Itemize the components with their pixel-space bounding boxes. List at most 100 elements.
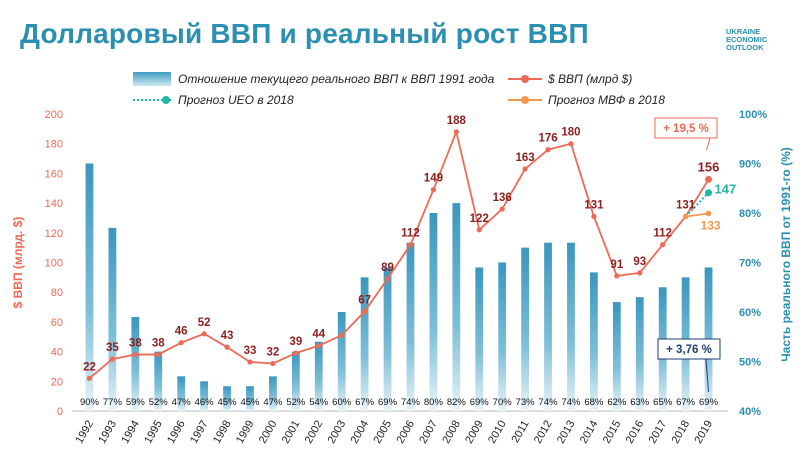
gdp-label: 67 bbox=[358, 295, 371, 307]
annotations-layer: + 19,5 % + 3,76 % bbox=[654, 117, 721, 393]
right-tick-label: 90% bbox=[739, 159, 761, 171]
bar-2002 bbox=[314, 341, 323, 411]
x-tick-label: 2009 bbox=[463, 419, 486, 446]
bar-value-label: 70% bbox=[493, 397, 513, 408]
gdp-label: 38 bbox=[129, 338, 142, 350]
x-tick-label: 2018 bbox=[670, 419, 693, 446]
x-tick-label: 2002 bbox=[303, 419, 326, 446]
right-tick-label: 50% bbox=[739, 357, 761, 369]
bar-value-label: 65% bbox=[653, 397, 673, 408]
logo-line-1: UKRAINE bbox=[726, 27, 761, 36]
x-tick-label: 1993 bbox=[96, 419, 119, 446]
bar-2012 bbox=[544, 242, 552, 411]
x-tick-label: 2016 bbox=[624, 419, 647, 446]
bar-1995 bbox=[154, 351, 163, 411]
gdp-label: 35 bbox=[106, 342, 119, 354]
right-tick-label: 80% bbox=[739, 208, 761, 220]
bar-2014 bbox=[589, 272, 598, 411]
bar-value-label: 74% bbox=[401, 397, 421, 408]
lines-layer bbox=[86, 128, 713, 381]
bar-value-label: 45% bbox=[240, 397, 260, 408]
gdp-label: 188 bbox=[447, 115, 467, 127]
gdp-label: 43 bbox=[221, 330, 234, 342]
bar-value-label: 69% bbox=[470, 397, 490, 408]
gdp-label: 22 bbox=[83, 361, 96, 373]
gdp-point-1995 bbox=[155, 351, 161, 358]
gdp-point-2000 bbox=[270, 360, 276, 367]
gdp-point-2007 bbox=[430, 187, 436, 193]
left-tick-label: 100 bbox=[45, 258, 63, 270]
gdp-label: 156 bbox=[698, 159, 720, 174]
gdp-point-2003 bbox=[339, 332, 345, 338]
right-tick-label: 40% bbox=[739, 406, 761, 418]
bar-value-label: 45% bbox=[218, 397, 238, 408]
bar-value-label: 69% bbox=[378, 397, 398, 408]
gdp-label: 44 bbox=[312, 329, 325, 341]
bar-1999 bbox=[246, 386, 254, 411]
left-tick-label: 140 bbox=[45, 198, 63, 210]
gdp-label: 32 bbox=[266, 346, 279, 358]
gdp-point-1999 bbox=[247, 359, 253, 365]
gdp-label: 163 bbox=[516, 152, 535, 164]
labels-layer: 90% 77% 59% 52% 47% 46% 45% 45% 47% 52% 54% 60% 67% 6… bbox=[80, 115, 736, 408]
gdp-point-1998 bbox=[224, 344, 230, 350]
right-axis-title: Часть реального ВВП от 1991-го (%) bbox=[779, 147, 793, 362]
x-tick-label: 2004 bbox=[349, 419, 372, 446]
bar-value-label: 54% bbox=[309, 397, 329, 408]
bar-value-label: 47% bbox=[263, 397, 283, 408]
bar-2006 bbox=[406, 242, 415, 411]
bar-value-label: 74% bbox=[561, 397, 581, 408]
x-tick-label: 1995 bbox=[142, 419, 165, 446]
bars-layer bbox=[85, 163, 713, 411]
ueo-forecast-point bbox=[705, 189, 713, 197]
left-tick-label: 0 bbox=[57, 406, 63, 418]
gdp-point-2004 bbox=[362, 308, 368, 315]
x-tick-label: 1998 bbox=[211, 419, 234, 446]
real-growth-annotation-box bbox=[657, 338, 721, 360]
ueo-label: 147 bbox=[715, 182, 737, 197]
gdp-point-1993 bbox=[109, 356, 115, 362]
bar-2015 bbox=[612, 302, 621, 411]
bar-value-label: 67% bbox=[676, 397, 696, 408]
bar-value-label: 73% bbox=[516, 397, 536, 408]
x-tick-label: 2011 bbox=[509, 419, 531, 445]
bar-2013 bbox=[567, 242, 575, 411]
x-tick-label: 2017 bbox=[647, 419, 670, 446]
gdp-label: 176 bbox=[538, 133, 557, 145]
gdp-point-1992 bbox=[86, 375, 93, 381]
imf-forecast-point bbox=[705, 210, 712, 217]
x-tick-label: 2000 bbox=[257, 419, 280, 446]
real-growth-annotation-text: + 3,76 % bbox=[666, 344, 712, 356]
bar-1994 bbox=[131, 316, 140, 411]
logo-line-3: OUTLOOK bbox=[726, 43, 764, 52]
bar-1993 bbox=[108, 227, 117, 411]
bar-value-label: 82% bbox=[447, 397, 467, 408]
gdp-label: 112 bbox=[401, 228, 420, 240]
x-tick-label: 1999 bbox=[234, 419, 257, 446]
x-tick-label: 2013 bbox=[555, 419, 578, 446]
right-tick-label: 70% bbox=[739, 258, 761, 270]
bar-value-label: 47% bbox=[172, 397, 192, 408]
left-tick-label: 200 bbox=[45, 109, 63, 121]
bar-value-label: 62% bbox=[607, 397, 627, 408]
gdp-point-2001 bbox=[293, 350, 299, 356]
left-tick-label: 40 bbox=[51, 347, 63, 359]
imf-forecast-line bbox=[685, 212, 709, 218]
ueo-forecast-line bbox=[684, 192, 710, 218]
bar-1997 bbox=[200, 381, 209, 411]
gdp-point-2005 bbox=[384, 276, 391, 282]
gdp-line bbox=[88, 128, 710, 380]
x-tick-label: 2019 bbox=[692, 419, 715, 446]
x-tick-label: 2008 bbox=[440, 419, 463, 446]
gdp-label: 46 bbox=[175, 326, 188, 338]
gdp-label: 122 bbox=[470, 213, 489, 225]
legend-label-gdp: $ ВВП (млрд $) bbox=[548, 72, 633, 86]
gdp-point-2002 bbox=[316, 343, 322, 349]
gdp-label: 93 bbox=[633, 256, 646, 268]
bar-2004 bbox=[360, 277, 369, 411]
x-tick-label: 1994 bbox=[119, 419, 142, 446]
bar-2008 bbox=[452, 203, 461, 411]
bar-value-label: 80% bbox=[424, 397, 444, 408]
bar-value-label: 69% bbox=[699, 397, 719, 408]
